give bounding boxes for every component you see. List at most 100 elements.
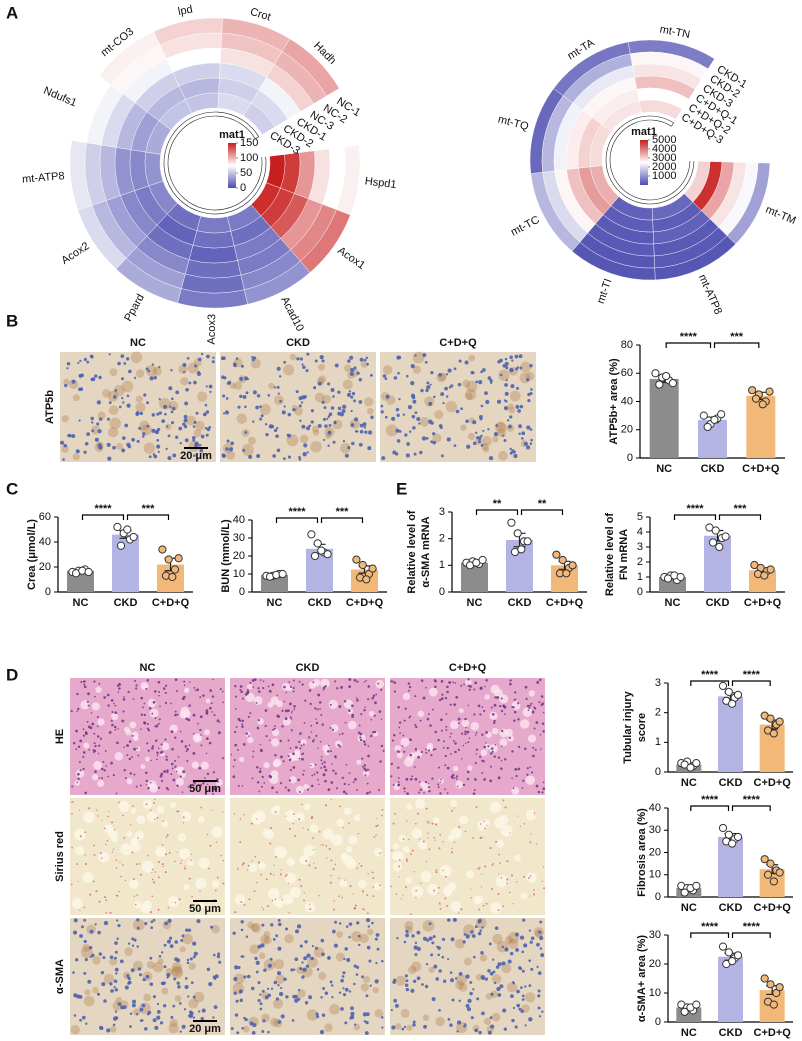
y-tick-label: 0 xyxy=(627,452,633,464)
column-label: C+D+Q xyxy=(449,662,487,674)
significance-bracket xyxy=(320,517,364,523)
x-tick-label: CKD xyxy=(508,597,532,609)
data-point xyxy=(718,823,728,833)
colorbar-tick-label: 0 xyxy=(240,182,246,194)
data-point xyxy=(513,529,522,538)
data-point xyxy=(721,532,730,541)
gene-label: mt-TN xyxy=(659,23,691,41)
data-point xyxy=(703,422,712,432)
colorbar-tick-label: 150 xyxy=(240,137,258,149)
data-point xyxy=(310,551,320,561)
colorbar xyxy=(640,140,648,185)
row-label: HE xyxy=(54,729,66,744)
data-point xyxy=(760,571,769,580)
x-tick-label: C+D+Q xyxy=(754,777,792,789)
y-tick-label: 0 xyxy=(655,1016,661,1028)
column-label: NC xyxy=(140,662,156,674)
micrograph xyxy=(380,351,536,462)
y-tick-label: 30 xyxy=(649,824,661,836)
data-point xyxy=(158,545,167,554)
gene-label: lpd xyxy=(177,3,194,18)
x-tick-label: NC xyxy=(681,902,697,914)
data-point xyxy=(775,868,784,877)
significance-label: *** xyxy=(730,331,744,343)
significance-bracket xyxy=(665,342,712,348)
x-tick-label: NC xyxy=(656,463,672,475)
data-point xyxy=(129,532,138,542)
data-point xyxy=(728,839,737,848)
x-tick-label: C+D+Q xyxy=(546,597,584,609)
data-point xyxy=(728,957,737,966)
y-tick-label: 2 xyxy=(637,556,643,568)
data-point xyxy=(711,526,720,535)
gene-label: Acox3 xyxy=(206,314,219,345)
x-tick-label: NC xyxy=(681,1027,697,1039)
y-tick-label: 0 xyxy=(655,766,661,778)
gene-label: mt-TI xyxy=(595,277,615,305)
y-axis-label: Fibrosis area (%) xyxy=(636,808,648,897)
y-axis-label: Tubular injury xyxy=(622,690,634,763)
column-label: CKD xyxy=(286,337,310,349)
micrograph xyxy=(230,678,385,795)
data-point xyxy=(751,394,761,403)
significance-bracket xyxy=(81,514,125,520)
column-label: NC xyxy=(130,337,146,349)
data-point xyxy=(568,561,577,570)
data-point xyxy=(680,1007,689,1016)
y-tick-label: 40 xyxy=(621,395,633,407)
legend-title: mat1 xyxy=(631,126,657,138)
y-tick-label: 10 xyxy=(649,987,661,999)
x-tick-label: C+D+Q xyxy=(742,463,780,475)
panel-label: A xyxy=(6,3,18,22)
significance-label: *** xyxy=(336,506,350,518)
data-point xyxy=(717,410,726,419)
data-point xyxy=(358,560,367,570)
data-point xyxy=(766,980,775,989)
colorbar-tick-label: 50 xyxy=(240,167,252,179)
data-point xyxy=(758,400,767,409)
micrograph-bg xyxy=(230,918,385,1035)
significance-bracket xyxy=(731,932,771,938)
y-tick-label: 40 xyxy=(233,514,245,526)
y-tick-label: 30 xyxy=(649,929,661,941)
bar xyxy=(718,696,743,772)
dendrogram xyxy=(163,111,267,215)
dendrogram xyxy=(605,115,695,205)
heatmap-cell xyxy=(144,151,164,187)
data-point xyxy=(368,564,377,573)
data-point xyxy=(724,948,733,957)
y-tick-label: 0 xyxy=(439,586,445,598)
panel-label: B xyxy=(6,311,18,330)
data-point xyxy=(164,555,173,564)
row-label: α-SMA xyxy=(54,959,66,994)
column-label: C+D+Q xyxy=(439,337,477,349)
data-point xyxy=(686,763,695,772)
micrograph xyxy=(230,798,385,915)
data-point xyxy=(558,555,567,565)
y-tick-label: 20 xyxy=(649,846,661,858)
y-axis-label: Crea (μmol/L) xyxy=(26,519,38,590)
data-point xyxy=(362,575,371,584)
data-point xyxy=(562,569,571,578)
significance-label: **** xyxy=(743,794,761,806)
y-tick-label: 1 xyxy=(637,571,643,583)
x-tick-label: CKD xyxy=(719,777,743,789)
x-tick-label: NC xyxy=(665,597,681,609)
panel-label: D xyxy=(6,665,18,684)
colorbar-tick-label: 1000 xyxy=(652,170,676,182)
significance-label: *** xyxy=(734,503,748,515)
y-tick-label: 2 xyxy=(439,533,445,545)
x-tick-label: CKD xyxy=(719,1027,743,1039)
data-point xyxy=(718,681,728,691)
data-point xyxy=(766,565,775,574)
colorbar-tick-label: 3000 xyxy=(652,152,676,164)
bar xyxy=(112,534,139,592)
data-point xyxy=(317,546,326,555)
significance-label: ** xyxy=(493,498,502,510)
data-point xyxy=(766,859,775,868)
data-point xyxy=(765,387,774,396)
significance-label: **** xyxy=(94,503,112,515)
data-point xyxy=(668,379,677,388)
y-tick-label: 20 xyxy=(233,550,245,562)
